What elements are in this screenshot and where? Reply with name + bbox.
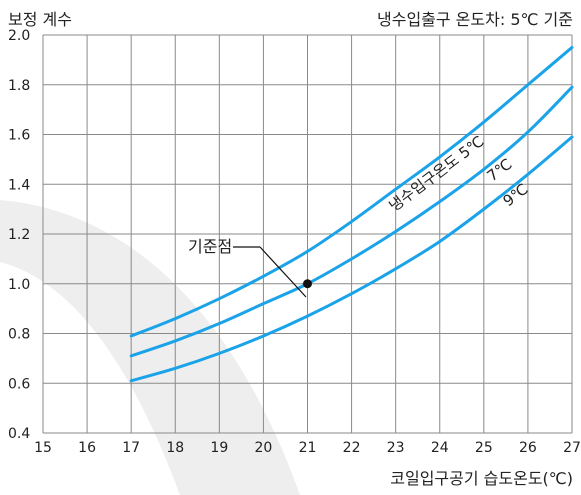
y-tick-label: 1.4 [8,177,30,193]
y-tick-label: 1.0 [8,277,30,293]
x-tick-label: 15 [34,440,52,456]
reference-point-marker [303,279,312,289]
x-tick-label: 19 [210,440,228,456]
x-tick-label: 21 [299,440,317,456]
x-tick-label: 26 [519,440,537,456]
x-axis-label: 코일입구공기 습도온도(℃) [390,469,573,488]
y-tick-label: 1.2 [8,227,30,243]
background-swoosh [0,200,300,495]
y-tick-label: 0.4 [8,426,30,442]
y-tick-label: 1.6 [8,128,30,144]
x-tick-label: 24 [431,440,449,456]
series-line-2 [129,135,574,383]
series-line-1 [129,85,574,358]
x-tick-label: 16 [78,440,96,456]
series-label-7c: 7℃ [484,155,516,185]
y-tick-label: 0.8 [8,327,30,343]
x-tick-label: 18 [166,440,184,456]
grid [42,34,573,434]
x-tick-label: 27 [563,440,581,456]
chart-title: 냉수입출구 온도차: 5℃ 기준 [377,10,573,29]
reference-point-label: 기준점 [188,237,232,256]
y-tick-label: 1.8 [8,78,30,94]
x-tick-label: 22 [343,440,361,456]
reference-leader-line-diagonal [259,246,307,298]
x-tick-label: 23 [387,440,405,456]
series-line-0 [129,45,574,338]
tick-labels: 15 16 17 18 19 20 21 22 23 24 25 26 27 0.4 0.6 0.8 1.0 1.… [8,28,581,456]
y-tick-label: 0.6 [8,376,30,392]
x-tick-label: 17 [122,440,140,456]
y-tick-label: 2.0 [8,28,30,44]
x-tick-label: 25 [475,440,493,456]
x-tick-label: 20 [255,440,273,456]
series-group [129,45,574,383]
y-axis-label: 보정 계수 [8,10,72,29]
